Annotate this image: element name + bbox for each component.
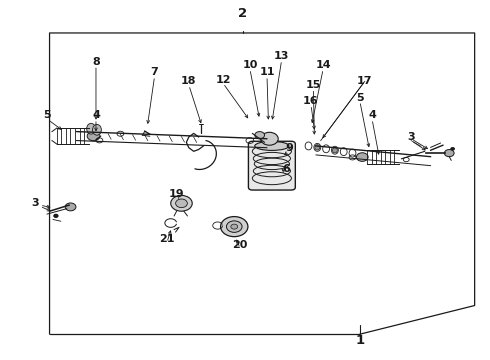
Circle shape xyxy=(255,132,265,139)
Text: 17: 17 xyxy=(357,76,372,86)
Circle shape xyxy=(65,203,76,211)
Text: 8: 8 xyxy=(92,57,100,67)
Text: 14: 14 xyxy=(316,60,331,70)
Circle shape xyxy=(231,224,238,229)
Circle shape xyxy=(444,149,454,157)
Text: 16: 16 xyxy=(303,96,319,106)
Ellipse shape xyxy=(93,125,101,135)
Text: 21: 21 xyxy=(159,234,174,244)
Text: 13: 13 xyxy=(274,51,289,61)
Circle shape xyxy=(220,217,248,237)
Circle shape xyxy=(87,131,100,141)
Text: 4: 4 xyxy=(92,111,100,121)
Ellipse shape xyxy=(87,123,96,134)
Ellipse shape xyxy=(255,141,289,150)
FancyBboxPatch shape xyxy=(248,141,295,190)
Text: 4: 4 xyxy=(368,111,376,121)
Text: 3: 3 xyxy=(31,198,39,208)
Circle shape xyxy=(175,199,187,208)
Text: 3: 3 xyxy=(407,132,415,142)
Text: 20: 20 xyxy=(232,239,248,249)
Circle shape xyxy=(171,195,192,211)
Circle shape xyxy=(356,153,368,161)
Circle shape xyxy=(261,132,278,145)
Text: 6: 6 xyxy=(283,164,291,174)
Text: 9: 9 xyxy=(285,143,293,153)
Text: 12: 12 xyxy=(215,75,231,85)
Text: 11: 11 xyxy=(259,67,275,77)
Text: 19: 19 xyxy=(169,189,184,199)
Ellipse shape xyxy=(315,145,320,150)
Text: 5: 5 xyxy=(356,93,364,103)
Ellipse shape xyxy=(332,148,337,153)
Text: 2: 2 xyxy=(238,8,247,21)
Circle shape xyxy=(226,221,242,232)
Text: 1: 1 xyxy=(355,334,365,347)
Circle shape xyxy=(54,215,58,217)
Circle shape xyxy=(451,147,455,150)
Text: 7: 7 xyxy=(151,67,158,77)
Text: 18: 18 xyxy=(181,76,196,86)
Text: 15: 15 xyxy=(306,80,321,90)
Text: 10: 10 xyxy=(242,60,258,70)
Text: 5: 5 xyxy=(43,111,51,121)
